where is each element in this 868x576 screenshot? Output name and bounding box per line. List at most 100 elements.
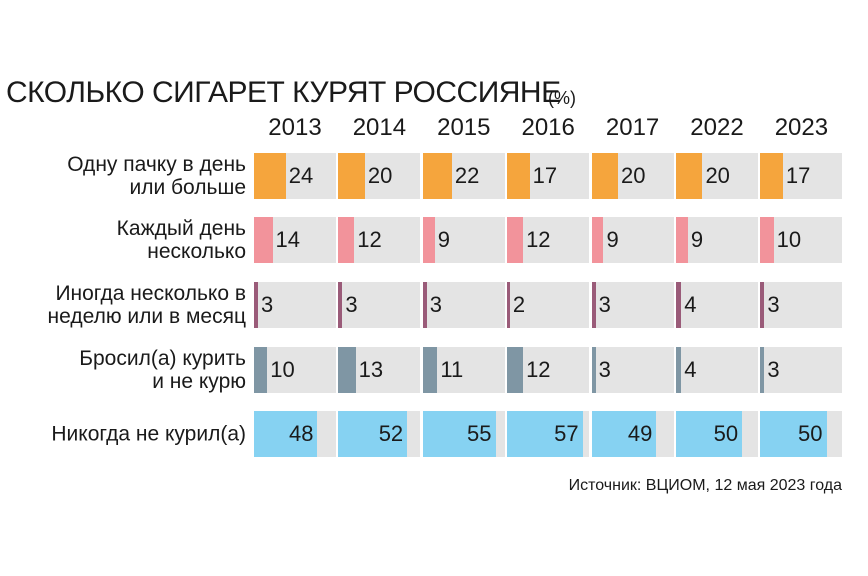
bar [254, 153, 286, 199]
bar [422, 153, 452, 199]
bar [507, 411, 583, 457]
value-label: 3 [767, 292, 780, 317]
row-label: Каждый день несколько [116, 217, 246, 263]
value-label: 13 [358, 357, 384, 382]
bar [760, 282, 765, 328]
value-label: 48 [288, 421, 314, 446]
value-label: 3 [429, 292, 443, 317]
value-label: 20 [367, 163, 393, 188]
bar [422, 217, 435, 263]
value-label: 12 [526, 227, 551, 252]
bar [591, 282, 596, 328]
value-label: 3 [345, 292, 358, 317]
year-label: 2013 [268, 114, 322, 141]
cell [422, 217, 505, 263]
value-label: 52 [378, 421, 404, 446]
value-label: 14 [275, 227, 300, 252]
row-label: Иногда несколько в неделю или в месяц [47, 282, 246, 328]
value-label: 4 [684, 292, 697, 317]
value-label: 20 [705, 163, 730, 188]
year-label: 2023 [774, 114, 829, 141]
row-label: Одну пачку в день или больше [67, 153, 246, 199]
value-label: 50 [713, 421, 739, 446]
bar [676, 153, 703, 199]
chart-subtitle: (%) [548, 88, 576, 108]
bar [591, 217, 604, 263]
cell [591, 347, 674, 393]
bar [676, 282, 682, 328]
value-label: 9 [690, 227, 704, 252]
chart-title: СКОЛЬКО СИГАРЕТ КУРЯТ РОССИЯНЕ [6, 76, 561, 109]
bar [507, 347, 524, 393]
bar [507, 282, 510, 328]
value-label: 22 [454, 163, 480, 188]
bar [760, 153, 783, 199]
row-label: Никогда не курил(а) [51, 422, 246, 446]
cell [254, 282, 336, 328]
bar [422, 411, 496, 457]
cell [507, 282, 590, 328]
cell [760, 347, 843, 393]
cell [676, 282, 758, 328]
bar [338, 411, 408, 457]
cell [591, 282, 674, 328]
value-label: 17 [785, 163, 811, 188]
year-label: 2014 [352, 114, 407, 141]
value-label: 10 [776, 227, 802, 252]
value-label: 20 [621, 163, 646, 188]
bar [254, 347, 268, 393]
bar [591, 347, 596, 393]
value-label: 57 [554, 421, 579, 446]
bar [254, 282, 258, 328]
year-label: 2015 [437, 114, 491, 141]
source-note: Источник: ВЦИОМ, 12 мая 2023 года [568, 477, 842, 494]
cell [676, 347, 758, 393]
bar [338, 217, 355, 263]
value-label: 3 [767, 357, 780, 382]
value-label: 12 [526, 357, 551, 382]
cell [760, 282, 843, 328]
bar [254, 217, 273, 263]
cell [338, 282, 421, 328]
value-label: 11 [440, 357, 464, 382]
bar [591, 153, 619, 199]
bar [338, 347, 356, 393]
bar [591, 411, 657, 457]
bar [676, 217, 688, 263]
cell [591, 217, 674, 263]
value-label: 3 [598, 357, 611, 382]
bar [254, 411, 318, 457]
value-label: 10 [270, 357, 295, 382]
value-label: 4 [684, 357, 697, 382]
value-label: 55 [467, 421, 492, 446]
value-label: 49 [627, 421, 653, 446]
value-label: 3 [598, 292, 611, 317]
year-label: 2022 [690, 114, 744, 141]
year-label: 2016 [521, 114, 575, 141]
bar [507, 217, 524, 263]
year-label: 2017 [605, 114, 660, 141]
bar [676, 411, 743, 457]
bar [760, 411, 827, 457]
value-label: 50 [798, 421, 823, 446]
bar [760, 217, 774, 263]
cell [254, 347, 336, 393]
bar [422, 282, 427, 328]
value-label: 12 [357, 227, 382, 252]
bar [507, 153, 530, 199]
bar [338, 282, 343, 328]
bar [760, 347, 765, 393]
cell [676, 217, 758, 263]
value-label: 24 [288, 163, 314, 188]
value-label: 2 [512, 292, 526, 317]
value-label: 9 [606, 227, 619, 252]
cell [760, 217, 843, 263]
cell [422, 282, 505, 328]
value-label: 3 [260, 292, 274, 317]
bar [422, 347, 438, 393]
bar [676, 347, 682, 393]
value-label: 9 [437, 227, 450, 252]
value-label: 17 [532, 163, 558, 188]
row-label: Бросил(а) курить и не курю [79, 347, 246, 393]
